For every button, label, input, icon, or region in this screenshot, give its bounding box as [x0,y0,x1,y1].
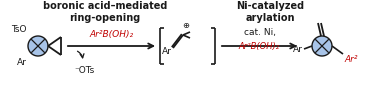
Text: Ar²B(OH)₂: Ar²B(OH)₂ [90,30,133,39]
Text: Ni-catalyzed
arylation: Ni-catalyzed arylation [236,1,304,23]
Circle shape [312,36,332,56]
Text: Ar²: Ar² [344,55,358,64]
Text: Ar: Ar [17,58,27,67]
Text: Ar: Ar [293,44,303,53]
Text: TsO: TsO [11,25,27,34]
Text: Ar²B(OH)₂: Ar²B(OH)₂ [239,42,280,51]
Text: Ar: Ar [162,47,172,56]
Circle shape [28,36,48,56]
Text: ⁻OTs: ⁻OTs [75,66,95,75]
Text: cat. Ni,: cat. Ni, [243,28,276,37]
Text: boronic acid–mediated
ring-opening: boronic acid–mediated ring-opening [43,1,167,23]
Text: ⊕: ⊕ [183,21,189,30]
